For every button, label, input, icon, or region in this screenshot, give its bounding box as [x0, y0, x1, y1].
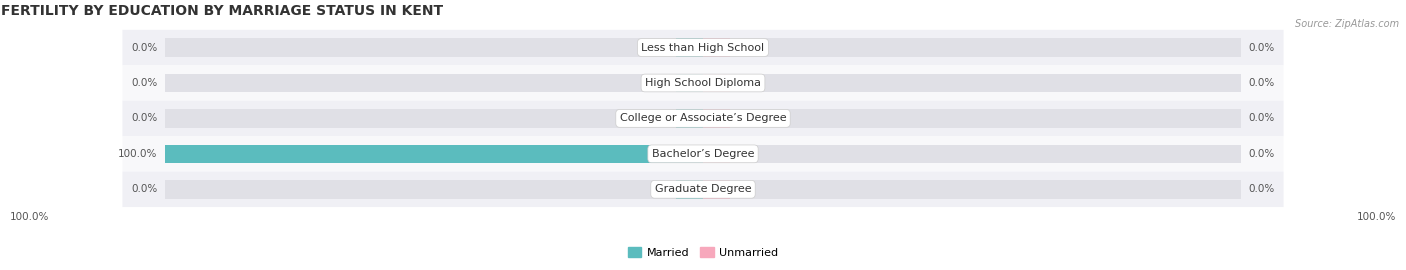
Text: Source: ZipAtlas.com: Source: ZipAtlas.com [1295, 19, 1399, 29]
Bar [703, 38, 730, 57]
FancyBboxPatch shape [122, 30, 1284, 65]
Text: 100.0%: 100.0% [1357, 212, 1396, 222]
Text: 0.0%: 0.0% [1249, 149, 1275, 159]
Bar [166, 74, 703, 92]
Legend: Married, Unmarried: Married, Unmarried [623, 242, 783, 262]
Bar [676, 109, 703, 128]
Bar [703, 109, 1240, 128]
Text: FERTILITY BY EDUCATION BY MARRIAGE STATUS IN KENT: FERTILITY BY EDUCATION BY MARRIAGE STATU… [1, 4, 443, 18]
Text: 0.0%: 0.0% [131, 184, 157, 194]
Text: 100.0%: 100.0% [10, 212, 49, 222]
Bar [703, 145, 730, 163]
Text: 0.0%: 0.0% [131, 78, 157, 88]
Text: 100.0%: 100.0% [118, 149, 157, 159]
Text: 0.0%: 0.0% [131, 113, 157, 123]
Text: Less than High School: Less than High School [641, 43, 765, 53]
Bar [703, 180, 730, 198]
FancyBboxPatch shape [122, 101, 1284, 136]
Bar [166, 145, 703, 163]
Text: 0.0%: 0.0% [131, 43, 157, 53]
Bar [166, 109, 703, 128]
Text: Bachelor’s Degree: Bachelor’s Degree [652, 149, 754, 159]
Bar [676, 180, 703, 198]
Bar [166, 145, 703, 163]
Text: High School Diploma: High School Diploma [645, 78, 761, 88]
Bar [703, 38, 1240, 57]
FancyBboxPatch shape [122, 171, 1284, 207]
Bar [703, 109, 730, 128]
Bar [676, 38, 703, 57]
Bar [703, 74, 730, 92]
Text: 0.0%: 0.0% [1249, 43, 1275, 53]
Text: 0.0%: 0.0% [1249, 78, 1275, 88]
Text: College or Associate’s Degree: College or Associate’s Degree [620, 113, 786, 123]
Bar [703, 145, 1240, 163]
Text: 0.0%: 0.0% [1249, 184, 1275, 194]
Bar [676, 74, 703, 92]
FancyBboxPatch shape [122, 65, 1284, 101]
Bar [166, 180, 703, 198]
Bar [166, 38, 703, 57]
Text: 0.0%: 0.0% [1249, 113, 1275, 123]
Bar [703, 74, 1240, 92]
Bar [703, 180, 1240, 198]
FancyBboxPatch shape [122, 136, 1284, 171]
Text: Graduate Degree: Graduate Degree [655, 184, 751, 194]
